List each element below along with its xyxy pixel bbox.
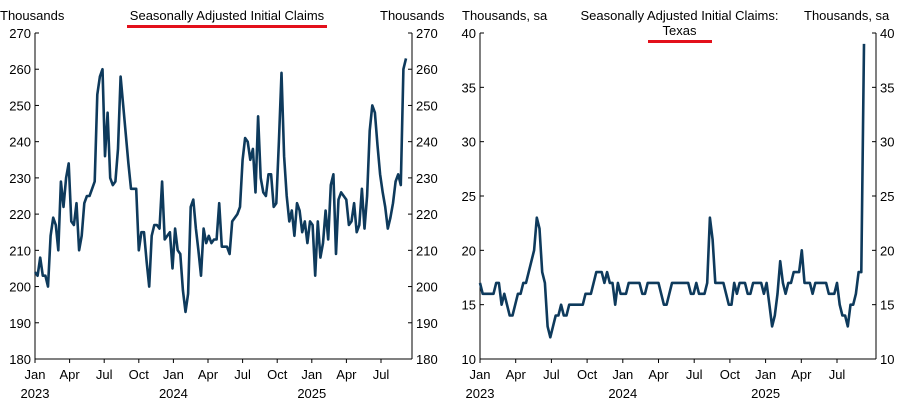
- y-tick-label-left: 200: [9, 280, 31, 295]
- y-tick-label-right: 25: [880, 189, 894, 204]
- chart-panel-national: Thousands Seasonally Adjusted Initial Cl…: [0, 8, 445, 401]
- chart-panel-texas: Thousands, sa Seasonally Adjusted Initia…: [457, 0, 914, 415]
- y-tick-label-left: 10: [462, 352, 476, 367]
- x-tick-label: Oct: [577, 367, 598, 382]
- x-tick-label: Jan: [25, 367, 46, 382]
- x-tick-label: Oct: [129, 367, 150, 382]
- y-tick-label-right: 180: [416, 352, 438, 367]
- chart-title: Seasonally Adjusted Initial Claims: Texa…: [572, 8, 787, 43]
- y-tick-label-right: 30: [880, 135, 894, 150]
- y-tick-label-right: 210: [416, 243, 438, 258]
- y-tick-label-right: 200: [416, 280, 438, 295]
- y-tick-label-left: 220: [9, 207, 31, 222]
- x-tick-label: Jan: [755, 367, 776, 382]
- y-axis-left-unit: Thousands, sa: [462, 8, 548, 23]
- y-tick-label-left: 40: [462, 26, 476, 41]
- y-tick-label-right: 10: [880, 352, 894, 367]
- series-line: [478, 43, 866, 339]
- y-tick-label-right: 35: [880, 80, 894, 95]
- y-axis-right-unit: Thousands, sa: [804, 8, 890, 23]
- x-year-label: 2023: [21, 386, 50, 401]
- x-tick-label: Jan: [301, 367, 322, 382]
- y-tick-label-right: 270: [416, 26, 438, 41]
- x-year-label: 2023: [466, 386, 495, 401]
- x-tick-label: Jan: [163, 367, 184, 382]
- y-tick-label-right: 15: [880, 298, 894, 313]
- y-tick-label-right: 240: [416, 135, 438, 150]
- y-tick-label-left: 230: [9, 171, 31, 186]
- x-tick-label: Oct: [720, 367, 741, 382]
- chart-title-text: Seasonally Adjusted Initial Claims: [129, 8, 325, 23]
- y-tick-label-right: 260: [416, 62, 438, 77]
- y-tick-label-left: 25: [462, 189, 476, 204]
- x-year-label: 2025: [297, 386, 326, 401]
- chart-title: Seasonally Adjusted Initial Claims: [127, 8, 327, 28]
- y-tick-label-left: 250: [9, 98, 31, 113]
- x-tick-label: Apr: [648, 367, 669, 382]
- y-tick-label-left: 20: [462, 243, 476, 258]
- x-tick-label: Apr: [791, 367, 812, 382]
- x-tick-label: Apr: [198, 367, 219, 382]
- x-tick-label: Jul: [543, 367, 560, 382]
- title-underline: [127, 25, 327, 28]
- y-tick-label-left: 35: [462, 80, 476, 95]
- x-tick-label: Apr: [506, 367, 527, 382]
- y-tick-label-left: 240: [9, 135, 31, 150]
- y-axis-left-unit: Thousands: [0, 8, 65, 23]
- x-tick-label: Jul: [686, 367, 703, 382]
- y-tick-label-right: 190: [416, 316, 438, 331]
- y-tick-label-left: 180: [9, 352, 31, 367]
- y-tick-label-right: 230: [416, 171, 438, 186]
- y-tick-label-right: 40: [880, 26, 894, 41]
- y-tick-label-left: 260: [9, 62, 31, 77]
- y-tick-label-right: 20: [880, 243, 894, 258]
- x-year-label: 2024: [608, 386, 637, 401]
- y-tick-label-left: 270: [9, 26, 31, 41]
- x-tick-label: Jul: [234, 367, 251, 382]
- y-axis-right-unit: Thousands: [380, 8, 445, 23]
- title-underline: [647, 40, 712, 43]
- y-tick-label-left: 190: [9, 316, 31, 331]
- chart-title-text: Seasonally Adjusted Initial Claims: Texa…: [580, 8, 779, 38]
- x-tick-label: Apr: [336, 367, 357, 382]
- y-tick-label-left: 30: [462, 135, 476, 150]
- x-tick-label: Apr: [59, 367, 80, 382]
- x-tick-label: Jul: [96, 367, 113, 382]
- x-tick-label: Jul: [373, 367, 390, 382]
- x-tick-label: Jul: [829, 367, 846, 382]
- x-tick-label: Oct: [267, 367, 288, 382]
- x-tick-label: Jan: [612, 367, 633, 382]
- series-line: [33, 58, 408, 314]
- y-tick-label-right: 220: [416, 207, 438, 222]
- y-tick-label-left: 15: [462, 298, 476, 313]
- y-tick-label-left: 210: [9, 243, 31, 258]
- y-tick-label-right: 250: [416, 98, 438, 113]
- chart-plot-national: 270 270 260 260 250 250 240 240 230 230 220 220 210 2…: [9, 26, 438, 401]
- x-year-label: 2025: [751, 386, 780, 401]
- x-tick-label: Jan: [470, 367, 491, 382]
- x-year-label: 2024: [159, 386, 188, 401]
